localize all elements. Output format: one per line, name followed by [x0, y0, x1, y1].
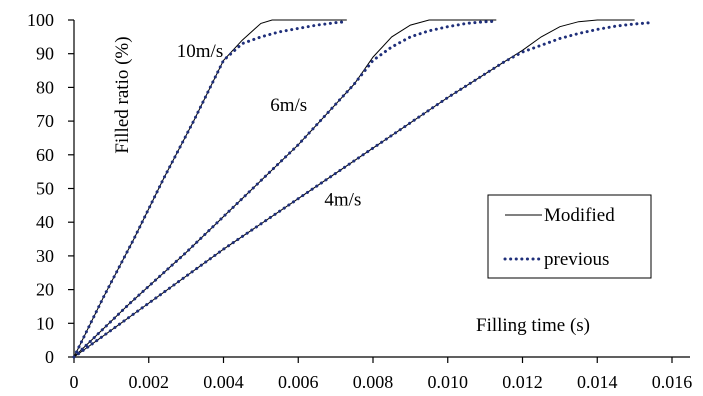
x-tick-label: 0.014 — [577, 372, 618, 392]
y-tick-label: 0 — [45, 347, 54, 367]
series-layer — [72, 19, 655, 359]
x-tick-label: 0.010 — [428, 372, 469, 392]
y-tick-label: 100 — [27, 10, 54, 30]
y-tick-label: 70 — [36, 111, 54, 131]
y-tick-label: 60 — [36, 145, 54, 165]
y-tick-label: 20 — [36, 280, 54, 300]
y-axis-ticks: 0 10 20 30 40 50 60 70 80 90 100 — [27, 10, 74, 367]
y-tick-label: 30 — [36, 246, 54, 266]
x-tick-label: 0.016 — [652, 372, 693, 392]
y-tick-label: 50 — [36, 179, 54, 199]
series-line-previous-10m-s — [72, 20, 349, 359]
x-tick-label: 0.012 — [502, 372, 543, 392]
legend-label-previous: previous — [544, 249, 609, 270]
x-tick-label: 0.006 — [278, 372, 319, 392]
y-tick-label: 10 — [36, 313, 54, 333]
x-tick-label: 0.008 — [353, 372, 394, 392]
legend-box — [487, 194, 652, 279]
y-tick-label: 90 — [36, 44, 54, 64]
y-tick-label: 40 — [36, 212, 54, 232]
legend-label-modified: Modified — [544, 205, 615, 226]
x-tick-label: 0.002 — [129, 372, 170, 392]
y-tick-label: 80 — [36, 77, 54, 97]
x-axis-ticks: 0 0.002 0.004 0.006 0.008 0.010 0.012 0.014 0.01… — [70, 357, 693, 392]
series-line-modified-6m-s — [73, 19, 497, 358]
legend: Modified previous — [487, 194, 652, 279]
curve-label-4m-s: 4m/s — [324, 189, 361, 210]
y-axis-label: Filled ratio (%) — [112, 36, 133, 153]
series-line-modified-10m-s — [73, 19, 347, 358]
curve-labels: 10m/s 6m/s 4m/s — [177, 41, 362, 210]
curve-label-6m-s: 6m/s — [270, 95, 307, 116]
x-tick-label: 0.004 — [203, 372, 244, 392]
series-line-previous-6m-s — [72, 19, 498, 359]
curve-label-10m-s: 10m/s — [177, 41, 223, 62]
x-tick-label: 0 — [70, 372, 79, 392]
series-line-previous-4m-s — [72, 20, 655, 359]
x-axis-label: Filling time (s) — [476, 315, 590, 336]
